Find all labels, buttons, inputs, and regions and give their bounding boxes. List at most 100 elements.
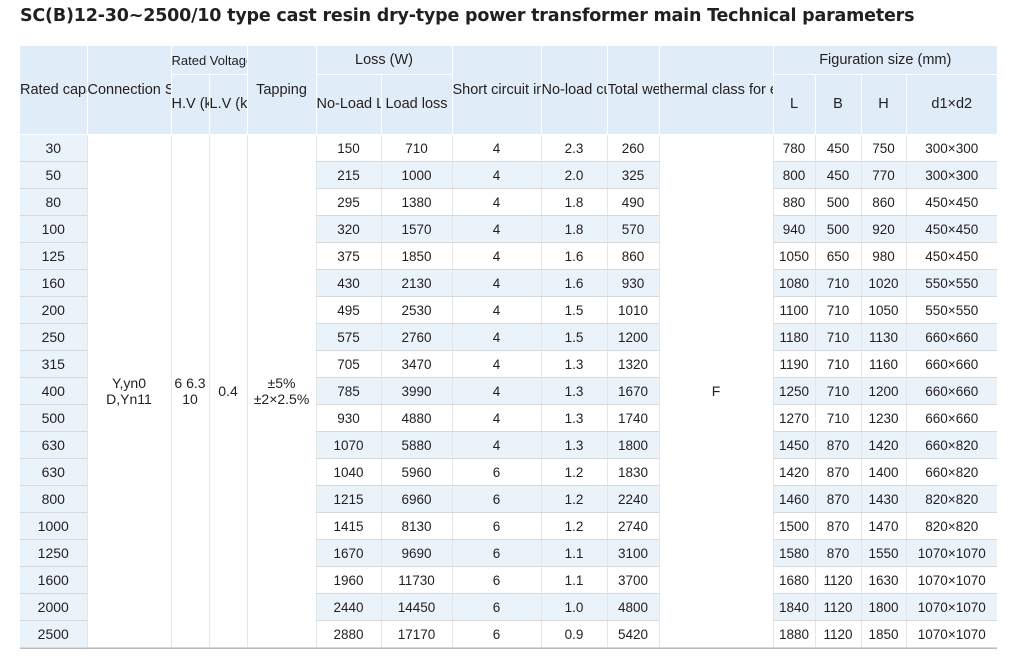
cell-no-load-current: 1.6 xyxy=(540,242,607,270)
cell-no-load-loss: 1070 xyxy=(315,431,381,459)
cell-tapping: ±5% ±2×2.5% xyxy=(246,134,316,648)
cell-H: 1430 xyxy=(860,485,906,513)
cell-load-loss: 14450 xyxy=(380,593,452,621)
cell-load-loss: 8130 xyxy=(380,512,452,540)
cell-short-circuit-impedance: 4 xyxy=(451,269,541,297)
table-row: 630 1040 5960 6 1.2 1830 1420 870 1400 660×820 xyxy=(20,458,998,486)
cell-L: 880 xyxy=(772,188,815,216)
cell-short-circuit-impedance: 4 xyxy=(451,161,541,189)
cell-B: 450 xyxy=(814,161,861,189)
cell-H: 750 xyxy=(860,134,906,162)
cell-B: 710 xyxy=(814,323,861,351)
table-bottom-rule xyxy=(20,648,997,649)
header-loss: Loss (W) xyxy=(315,46,452,75)
cell-short-circuit-impedance: 4 xyxy=(451,323,541,351)
cell-lv-voltage: 0.4 xyxy=(208,134,247,648)
cell-no-load-current: 1.8 xyxy=(540,188,607,216)
cell-total-weight: 1320 xyxy=(606,350,659,378)
cell-rated-capacity: 2500 xyxy=(20,620,87,648)
cell-no-load-loss: 375 xyxy=(315,242,381,270)
cell-no-load-loss: 930 xyxy=(315,404,381,432)
cell-short-circuit-impedance: 6 xyxy=(451,566,541,594)
cell-total-weight: 325 xyxy=(606,161,659,189)
cell-B: 710 xyxy=(814,269,861,297)
cell-thermal-class: F xyxy=(658,134,774,648)
table-row: 630 1070 5880 4 1.3 1800 1450 870 1420 660×820 xyxy=(20,431,998,459)
cell-d1d2: 1070×1070 xyxy=(905,539,998,567)
cell-load-loss: 4880 xyxy=(380,404,452,432)
cell-no-load-loss: 785 xyxy=(315,377,381,405)
cell-d1d2: 1070×1070 xyxy=(905,566,998,594)
header-figuration-size: Figuration size (mm) xyxy=(772,46,998,75)
cell-rated-capacity: 50 xyxy=(20,161,87,189)
cell-load-loss: 1850 xyxy=(380,242,452,270)
cell-L: 1450 xyxy=(772,431,815,459)
cell-H: 860 xyxy=(860,188,906,216)
cell-total-weight: 3100 xyxy=(606,539,659,567)
cell-no-load-loss: 1415 xyxy=(315,512,381,540)
cell-no-load-loss: 295 xyxy=(315,188,381,216)
cell-load-loss: 2760 xyxy=(380,323,452,351)
cell-L: 780 xyxy=(772,134,815,162)
cell-rated-capacity: 500 xyxy=(20,404,87,432)
cell-B: 450 xyxy=(814,134,861,162)
cell-B: 1120 xyxy=(814,593,861,621)
cell-short-circuit-impedance: 4 xyxy=(451,134,541,162)
cell-d1d2: 1070×1070 xyxy=(905,593,998,621)
cell-total-weight: 1200 xyxy=(606,323,659,351)
cell-rated-capacity: 2000 xyxy=(20,593,87,621)
table-row: 125 375 1850 4 1.6 860 1050 650 980 450×450 xyxy=(20,242,998,270)
cell-load-loss: 3990 xyxy=(380,377,452,405)
cell-no-load-loss: 430 xyxy=(315,269,381,297)
cell-H: 1130 xyxy=(860,323,906,351)
cell-L: 1880 xyxy=(772,620,815,648)
header-tapping: Tapping xyxy=(246,46,316,135)
table-row: 315 705 3470 4 1.3 1320 1190 710 1160 660×660 xyxy=(20,350,998,378)
cell-d1d2: 550×550 xyxy=(905,296,998,324)
cell-total-weight: 260 xyxy=(606,134,659,162)
cell-H: 1470 xyxy=(860,512,906,540)
cell-no-load-current: 1.5 xyxy=(540,296,607,324)
header-short-circuit-impedance: Short circuit impedance (%) xyxy=(451,46,541,135)
cell-d1d2: 660×820 xyxy=(905,458,998,486)
cell-short-circuit-impedance: 6 xyxy=(451,593,541,621)
cell-L: 1250 xyxy=(772,377,815,405)
cell-B: 500 xyxy=(814,188,861,216)
header-hv: H.V (kV) xyxy=(170,74,209,135)
header-thermal-class: thermal class for electric machine insul… xyxy=(658,46,773,135)
cell-short-circuit-impedance: 6 xyxy=(451,620,541,648)
cell-no-load-current: 1.3 xyxy=(540,350,607,378)
cell-rated-capacity: 250 xyxy=(20,323,87,351)
cell-load-loss: 2130 xyxy=(380,269,452,297)
cell-no-load-loss: 2440 xyxy=(315,593,381,621)
cell-load-loss: 1380 xyxy=(380,188,452,216)
cell-rated-capacity: 100 xyxy=(20,215,87,243)
cell-B: 870 xyxy=(814,512,861,540)
cell-rated-capacity: 630 xyxy=(20,431,87,459)
table-row: 160 430 2130 4 1.6 930 1080 710 1020 550×550 xyxy=(20,269,998,297)
cell-no-load-current: 1.3 xyxy=(540,377,607,405)
cell-d1d2: 450×450 xyxy=(905,188,998,216)
table-row: 50 215 1000 4 2.0 325 800 450 770 300×300 xyxy=(20,161,998,189)
cell-H: 1400 xyxy=(860,458,906,486)
cell-total-weight: 5420 xyxy=(606,620,659,648)
cell-short-circuit-impedance: 4 xyxy=(451,215,541,243)
cell-d1d2: 660×660 xyxy=(905,350,998,378)
cell-L: 1100 xyxy=(772,296,815,324)
cell-load-loss: 5880 xyxy=(380,431,452,459)
cell-load-loss: 3470 xyxy=(380,350,452,378)
cell-no-load-loss: 1040 xyxy=(315,458,381,486)
cell-H: 1160 xyxy=(860,350,906,378)
cell-rated-capacity: 315 xyxy=(20,350,87,378)
cell-short-circuit-impedance: 4 xyxy=(451,350,541,378)
cell-short-circuit-impedance: 6 xyxy=(451,539,541,567)
cell-connection-symbol: Y,yn0 D,Yn11 xyxy=(86,134,171,648)
cell-H: 1420 xyxy=(860,431,906,459)
cell-no-load-current: 1.0 xyxy=(540,593,607,621)
cell-no-load-loss: 1960 xyxy=(315,566,381,594)
table-row: 250 575 2760 4 1.5 1200 1180 710 1130 660×660 xyxy=(20,323,998,351)
cell-load-loss: 1000 xyxy=(380,161,452,189)
cell-d1d2: 660×660 xyxy=(905,404,998,432)
cell-total-weight: 1830 xyxy=(606,458,659,486)
header-L: L xyxy=(772,74,815,135)
